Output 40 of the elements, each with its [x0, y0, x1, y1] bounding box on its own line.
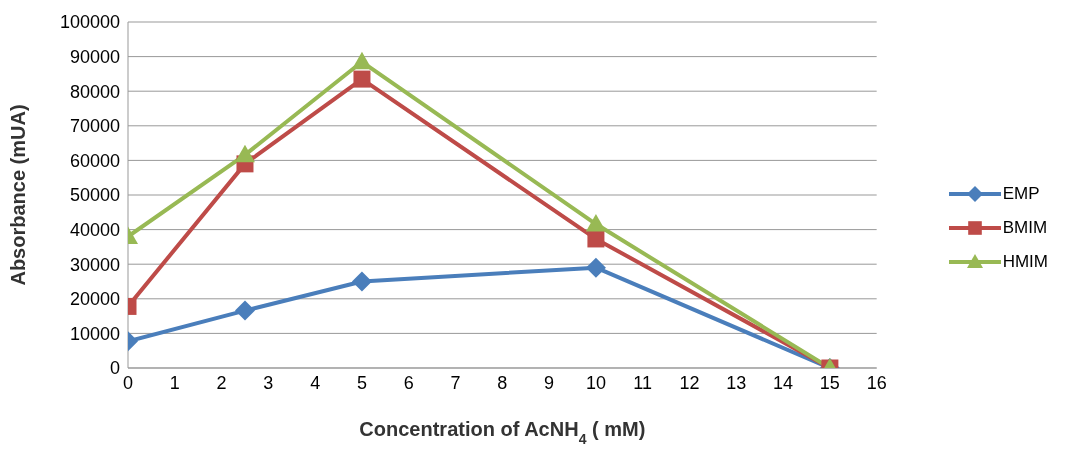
y-tick-label: 10000 — [69, 323, 120, 344]
y-tick-label: 60000 — [69, 150, 120, 171]
x-tick-label: 7 — [450, 372, 461, 393]
x-tick-label: 14 — [773, 372, 794, 393]
x-axis-title: Concentration of AcNH$_{4}$ ( mM) — [359, 418, 646, 447]
x-tick-label: 8 — [497, 372, 508, 393]
x-tick-label: 16 — [866, 372, 887, 393]
point — [234, 300, 255, 321]
point — [585, 257, 606, 278]
y-tick-label: 0 — [109, 358, 120, 379]
y-tick-label: 90000 — [69, 46, 120, 67]
x-tick-label: 9 — [544, 372, 555, 393]
x-tick-label: 4 — [310, 372, 321, 393]
y-tick-label: 70000 — [69, 116, 120, 137]
x-tick-label: 1 — [169, 372, 180, 393]
x-tick-label: 10 — [585, 372, 606, 393]
legend-label: EMP — [1002, 184, 1040, 204]
x-tick-label: 15 — [819, 372, 840, 393]
point — [351, 271, 372, 292]
y-tick-label: 30000 — [69, 254, 120, 275]
x-tick-label: 0 — [122, 372, 134, 393]
x-tick-label: 13 — [726, 372, 747, 393]
x-tick-label: 11 — [633, 372, 653, 393]
y-tick-label: 50000 — [69, 185, 120, 206]
x-tick-label: 3 — [263, 372, 274, 393]
legend-label: BMIM — [1002, 218, 1048, 238]
point — [234, 144, 255, 163]
point — [353, 70, 371, 88]
y-tick-label: 80000 — [69, 81, 120, 102]
legend-label: HMIM — [1002, 252, 1048, 272]
y-tick-label: 20000 — [69, 289, 120, 310]
point — [351, 51, 372, 70]
y-tick-label: 40000 — [69, 219, 120, 240]
y-axis-title: Absorbance (mUA) — [7, 104, 30, 286]
x-tick-label: 6 — [403, 372, 414, 393]
point — [585, 214, 606, 232]
y-tick-label: 100000 — [59, 12, 120, 33]
x-tick-label: 2 — [216, 372, 227, 393]
x-tick-label: 5 — [356, 372, 367, 393]
x-tick-label: 12 — [679, 372, 700, 393]
